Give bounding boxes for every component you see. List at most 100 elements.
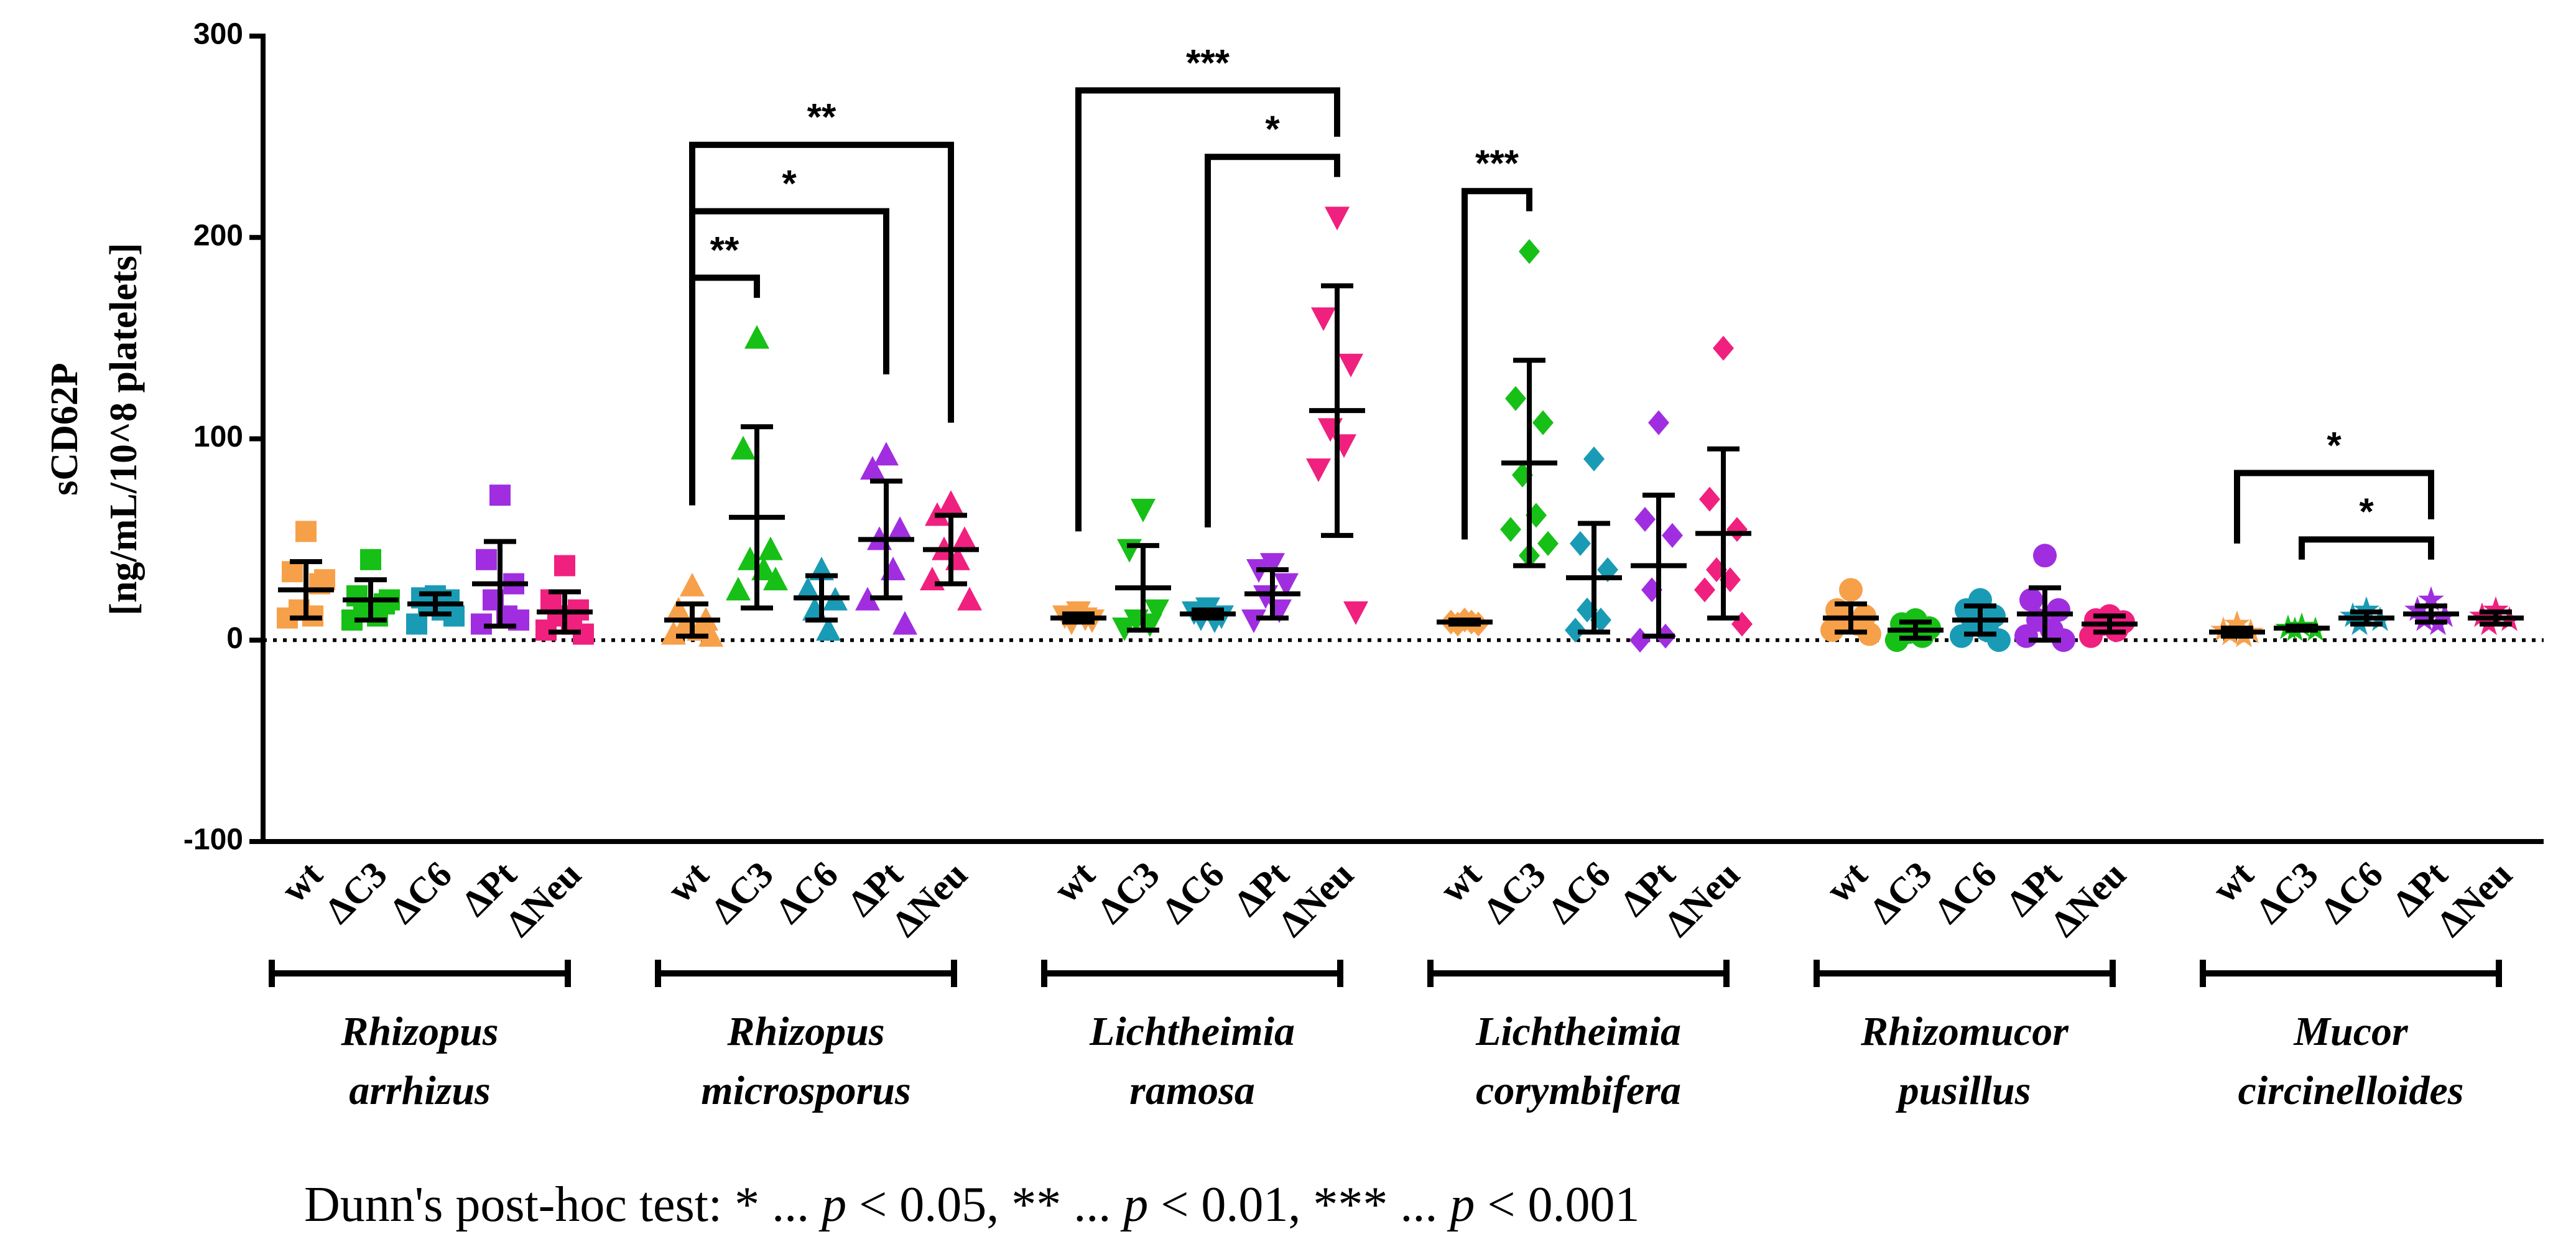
significance-label: *** bbox=[1186, 42, 1230, 83]
x-tick-label: ΔC6 bbox=[2313, 853, 2391, 931]
data-point bbox=[2033, 544, 2057, 568]
data-point bbox=[726, 577, 751, 601]
data-point bbox=[2353, 596, 2379, 621]
significance-bracket bbox=[689, 141, 954, 506]
data-point bbox=[952, 526, 977, 550]
group-label: arrhizus bbox=[349, 1068, 491, 1113]
data-point bbox=[1634, 507, 1656, 532]
data-point bbox=[1338, 353, 1363, 378]
data-point bbox=[2469, 602, 2495, 628]
data-point bbox=[1629, 628, 1651, 653]
data-point bbox=[1713, 335, 1734, 361]
data-point bbox=[920, 567, 945, 591]
data-point bbox=[489, 485, 511, 506]
group-label: circinelloides bbox=[2238, 1068, 2464, 1113]
data-point bbox=[763, 567, 788, 591]
data-point bbox=[892, 611, 917, 635]
data-point bbox=[2418, 586, 2444, 611]
data-point bbox=[360, 549, 381, 570]
data-point bbox=[1662, 522, 1683, 548]
x-tick-label: ΔC6 bbox=[382, 853, 460, 931]
data-point bbox=[1565, 618, 1586, 643]
data-point bbox=[1311, 307, 1336, 332]
data-point bbox=[1731, 611, 1753, 637]
x-tick-label: ΔC3 bbox=[2248, 853, 2326, 931]
group-label: Mucor bbox=[2293, 1009, 2409, 1054]
y-tick-label: 0 bbox=[226, 622, 243, 655]
group-bracket bbox=[1041, 960, 1343, 987]
group-label: ramosa bbox=[1129, 1068, 1255, 1113]
significance-label: ** bbox=[807, 96, 836, 138]
data-point bbox=[887, 516, 912, 540]
group-bracket bbox=[1814, 960, 2116, 987]
significance-label: * bbox=[782, 163, 797, 205]
data-point bbox=[1570, 531, 1591, 556]
y-tick-label: 200 bbox=[193, 219, 243, 252]
data-point bbox=[874, 442, 899, 466]
group-bracket bbox=[2200, 960, 2502, 987]
data-point bbox=[1820, 618, 1844, 642]
footnote-part: p bbox=[1120, 1177, 1148, 1232]
data-point bbox=[1306, 458, 1331, 483]
data-point bbox=[1117, 539, 1142, 563]
data-point bbox=[698, 623, 723, 647]
significance-bracket bbox=[689, 274, 760, 506]
footnote-part: < 0.05, ** ... bbox=[846, 1177, 1123, 1232]
data-point bbox=[314, 569, 335, 591]
data-point bbox=[855, 587, 880, 611]
significance-label: ** bbox=[710, 229, 739, 271]
data-point bbox=[1144, 599, 1169, 623]
significance-label: * bbox=[2327, 424, 2342, 466]
group-bracket bbox=[269, 960, 571, 987]
footnote-part: < 0.01, *** ... bbox=[1148, 1177, 1450, 1232]
data-point bbox=[1694, 577, 1715, 603]
data-point bbox=[476, 549, 497, 570]
significance-bracket bbox=[1075, 87, 1340, 532]
data-point bbox=[2483, 596, 2509, 621]
footnote: Dunn's post-hoc test: * ... p < 0.05, **… bbox=[304, 1177, 1640, 1232]
x-tick-label: ΔC3 bbox=[317, 853, 395, 931]
group-label: Rhizomucor bbox=[1860, 1009, 2069, 1054]
data-point bbox=[1885, 628, 1909, 652]
data-point bbox=[406, 613, 427, 635]
data-point bbox=[1858, 622, 1881, 646]
data-point bbox=[2340, 602, 2366, 628]
data-point bbox=[1950, 624, 1973, 648]
x-tick-label: ΔC3 bbox=[703, 853, 781, 931]
group-label: microsporus bbox=[701, 1068, 910, 1113]
y-axis-label: [ng/mL/10^8 platelets] bbox=[103, 243, 145, 615]
footnote-part: Dunn's post-hoc test: * ... bbox=[304, 1177, 822, 1232]
data-point bbox=[816, 617, 841, 641]
data-point bbox=[680, 572, 705, 596]
group-label: Rhizopus bbox=[726, 1009, 884, 1054]
footnote-part: < 0.001 bbox=[1475, 1177, 1639, 1232]
x-tick-label: ΔC6 bbox=[1927, 853, 2004, 931]
data-point bbox=[744, 325, 769, 349]
y-tick-label: 100 bbox=[193, 420, 243, 453]
data-point bbox=[1726, 517, 1748, 542]
significance-label: *** bbox=[1475, 142, 1519, 184]
data-point bbox=[1500, 517, 1521, 542]
data-point bbox=[1537, 531, 1559, 556]
data-point bbox=[282, 561, 303, 583]
group-label: Rhizopus bbox=[340, 1009, 498, 1054]
y-axis-label: sCD62P bbox=[44, 363, 86, 496]
x-tick-label: ΔC3 bbox=[1476, 853, 1554, 931]
x-tick-label: ΔC3 bbox=[1862, 853, 1940, 931]
data-point bbox=[1260, 553, 1285, 577]
data-point bbox=[2052, 628, 2075, 652]
x-tick-label: ΔC6 bbox=[768, 853, 846, 931]
group-label: pusillus bbox=[1896, 1068, 2031, 1113]
data-point bbox=[2019, 588, 2043, 612]
x-tick-label: ΔNeu bbox=[1657, 853, 1748, 944]
data-point bbox=[1583, 446, 1605, 471]
significance-bracket bbox=[2299, 536, 2434, 560]
data-point bbox=[1648, 410, 1669, 435]
footnote-part: p bbox=[818, 1177, 846, 1232]
data-point bbox=[2079, 624, 2103, 648]
significance-label: * bbox=[1265, 108, 1280, 150]
data-point bbox=[758, 536, 783, 560]
group-bracket bbox=[1427, 960, 1730, 987]
data-point bbox=[1343, 601, 1368, 625]
